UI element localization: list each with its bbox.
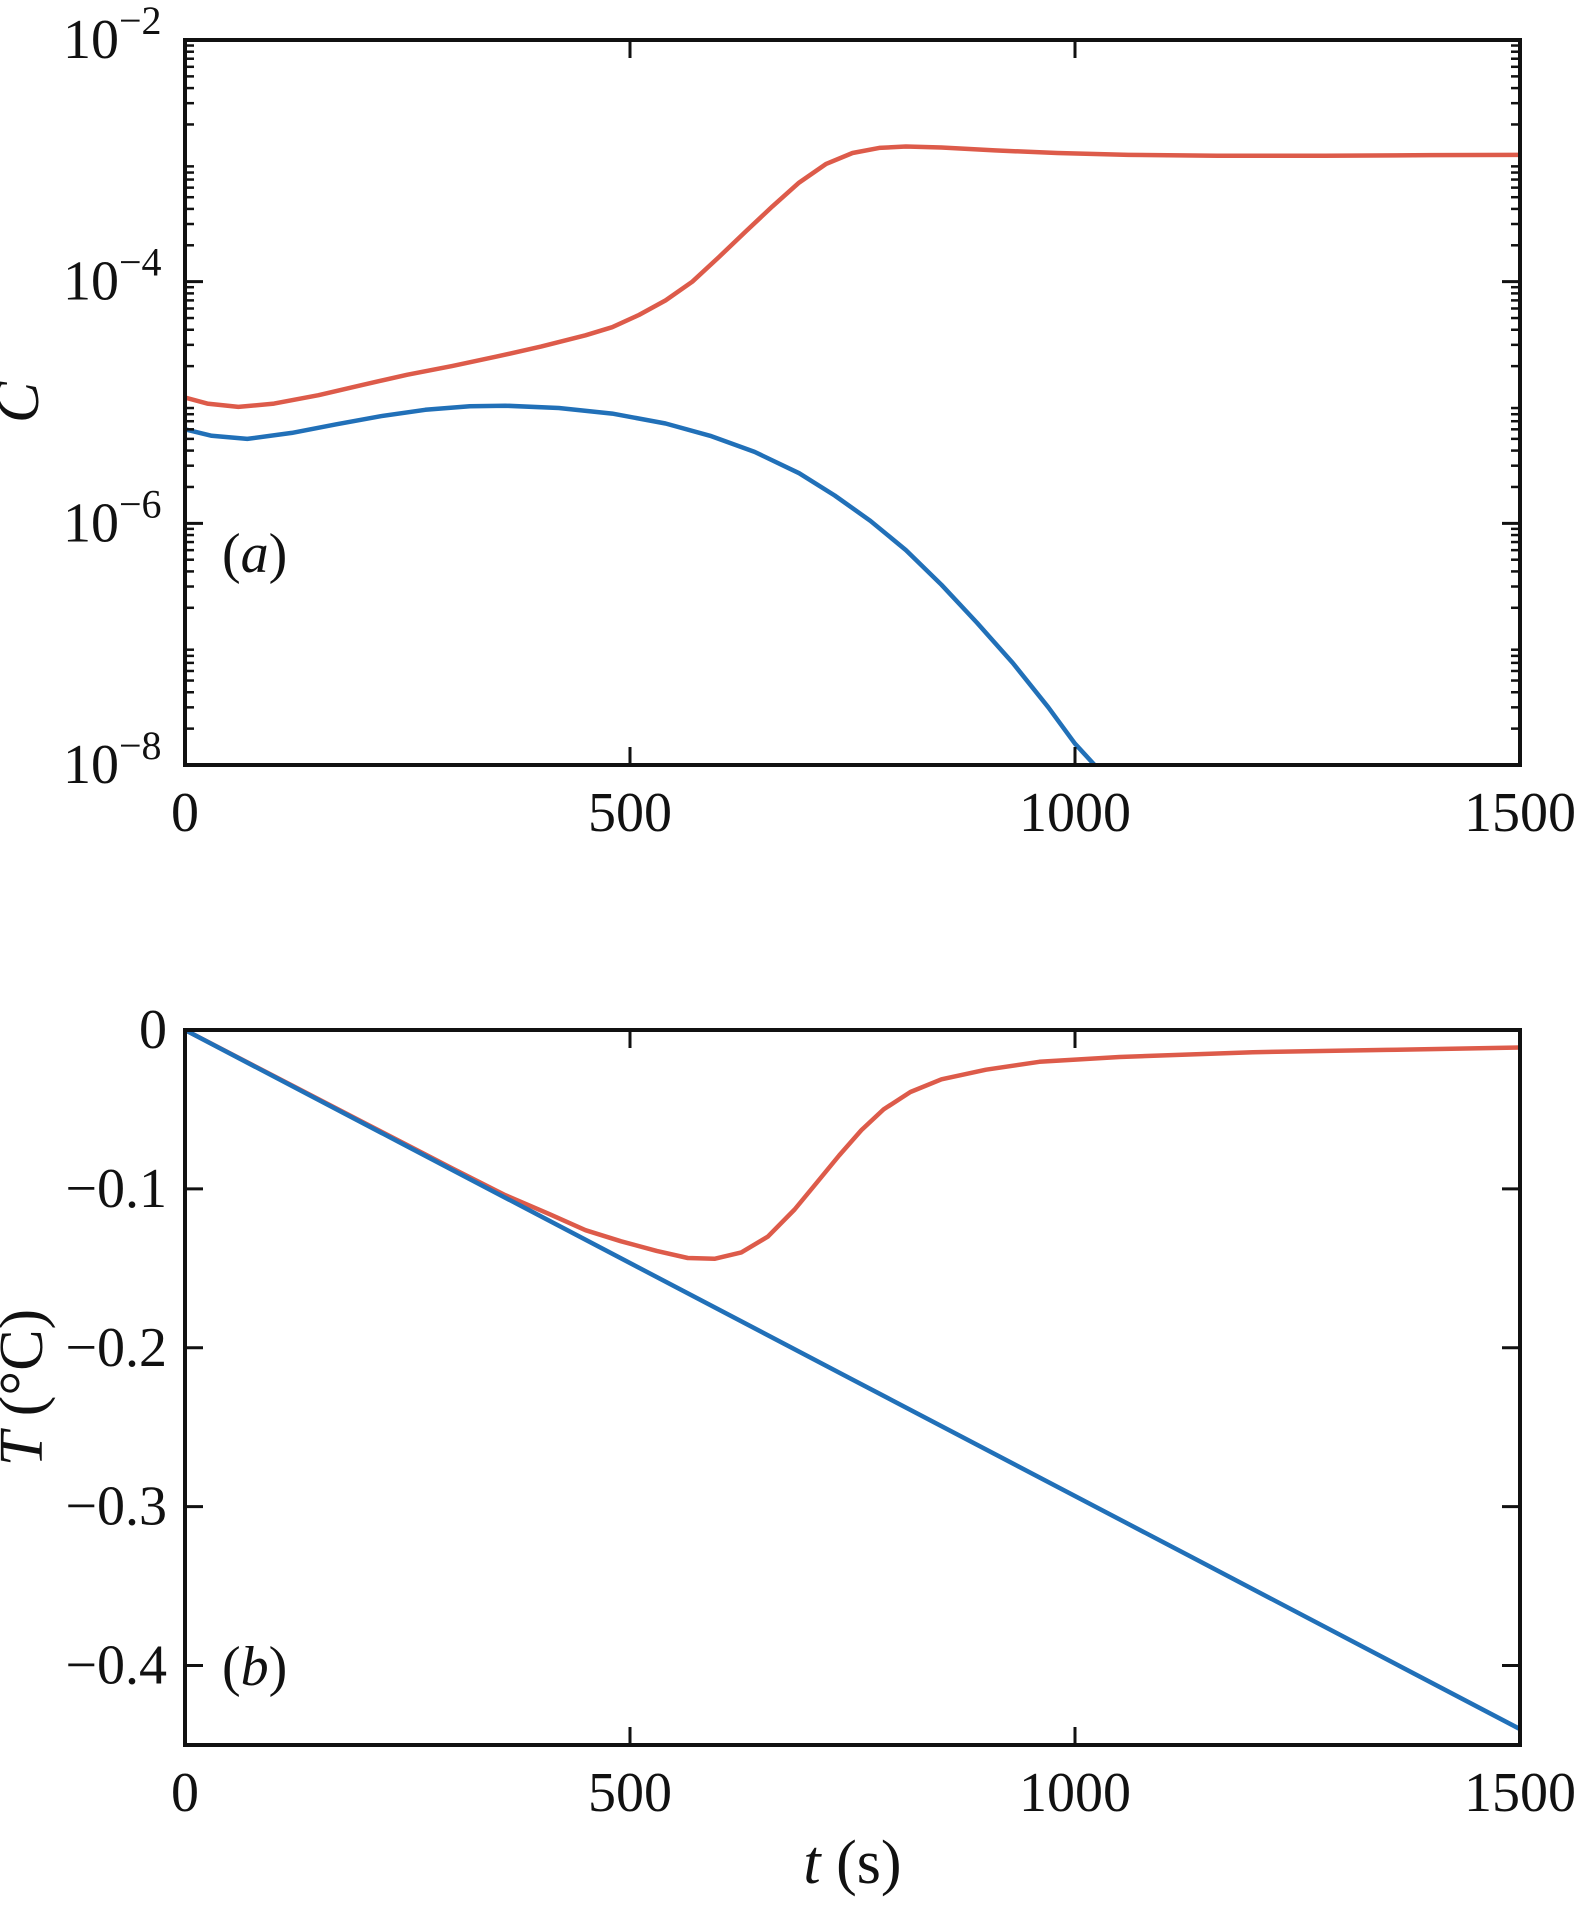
y-axis-label-a: C (0, 381, 52, 423)
panel-b: 0 500 1000 1500 0 −0.1 −0.2 −0.3 −0.4 T (°C) t (s)… (0, 999, 1576, 1897)
series-red-curve-panel-a (185, 144, 1520, 410)
tick-marks (183, 1028, 1522, 1745)
series-group (185, 144, 1520, 765)
x-tick-label: 500 (588, 782, 672, 844)
y-tick-label: 0 (139, 999, 167, 1061)
x-tick-label: 1000 (1019, 782, 1131, 844)
x-tick-label: 1500 (1464, 1762, 1576, 1824)
x-tick-label: 1000 (1019, 1762, 1131, 1824)
x-tick-label: 0 (171, 1762, 199, 1824)
tick-marks (183, 38, 1522, 767)
y-tick-label: 10−2 (63, 0, 162, 71)
x-tick-label: 1500 (1464, 782, 1576, 844)
series-red-curve-panel-b (185, 1030, 1520, 1262)
panel-annotation-b: (b) (222, 1636, 287, 1698)
x-tick-label: 0 (171, 782, 199, 844)
axes-box-a (183, 38, 1522, 767)
y-tick-label: 10−8 (63, 723, 162, 796)
y-tick-label: 10−6 (63, 481, 162, 554)
series-blue-curve-panel-a (185, 403, 1097, 765)
x-axis-label: t (s) (803, 1829, 901, 1897)
y-tick-label: −0.2 (65, 1317, 167, 1379)
y-axis-label-b: T (°C) (0, 1309, 56, 1466)
panel-annotation-a: (a) (222, 523, 287, 585)
axes-box-b (183, 1028, 1522, 1747)
y-tick-label: −0.3 (65, 1476, 167, 1538)
y-tick-label: 10−4 (63, 240, 162, 313)
series-group (185, 1030, 1520, 1732)
minor-tick-marks (185, 44, 1520, 730)
x-tick-label: 500 (588, 1762, 672, 1824)
y-tick-label: −0.4 (65, 1635, 167, 1697)
panel-a: 0 500 1000 1500 10−2 10−4 10−6 10−8 C (a) (0, 0, 1576, 844)
series-blue-curve-panel-b (185, 1030, 1520, 1732)
y-tick-label: −0.1 (65, 1158, 167, 1220)
